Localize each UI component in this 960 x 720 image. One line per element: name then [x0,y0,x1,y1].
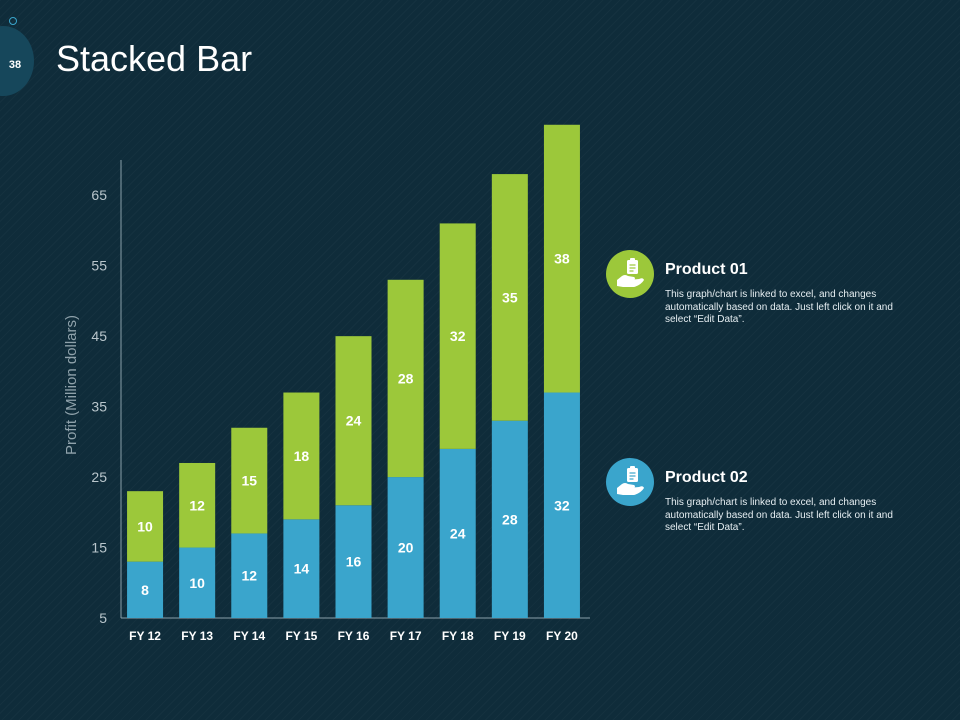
bar-segment [231,427,268,534]
bar-segment [127,491,164,562]
data-label: 18 [294,448,310,464]
bar-segment [335,336,372,506]
bar-segment [387,477,424,618]
data-label: 28 [502,511,518,527]
data-label: 14 [294,561,310,577]
bar-segment [387,279,424,478]
hand-holding-clipboard-icon [606,250,654,298]
y-tick-label: 35 [91,399,107,415]
decorative-ring-icon [9,17,17,25]
data-label: 10 [137,518,153,534]
legend-title: Product 01 [665,261,748,278]
data-label: 24 [450,525,466,541]
data-label: 10 [189,575,205,591]
bar-segment [439,223,476,449]
data-label: 32 [450,328,466,344]
bar-segment [179,547,216,618]
bar-segment [179,462,216,548]
data-label: 28 [398,370,414,386]
x-tick-label: FY 19 [494,629,526,643]
data-label: 15 [241,473,257,489]
x-tick-label: FY 20 [546,629,578,643]
y-tick-label: 15 [91,540,107,556]
y-tick-label: 65 [91,187,107,203]
y-tick-label: 45 [91,328,107,344]
bar-segment [491,420,528,618]
data-label: 38 [554,251,570,267]
hand-holding-clipboard-icon [606,458,654,506]
y-axis-label: Profit (Million dollars) [63,315,80,455]
bar-segment [439,448,476,618]
bar-segment [231,533,268,618]
data-label: 8 [141,582,149,598]
data-label: 35 [502,289,518,305]
data-label: 12 [241,568,257,584]
x-tick-label: FY 15 [285,629,317,643]
x-tick-label: FY 17 [390,629,422,643]
data-label: 24 [346,413,362,429]
legend-description: This graph/chart is linked to excel, and… [665,497,893,533]
data-label: 12 [189,497,205,513]
bar-segment [283,519,320,618]
bar-segment [283,392,320,520]
data-label: 32 [554,497,570,513]
page-title: Stacked Bar [56,38,253,79]
page-number: 38 [8,59,22,71]
bar-segment [335,505,372,618]
x-tick-label: FY 13 [181,629,213,643]
x-tick-label: FY 14 [233,629,265,643]
y-tick-label: 5 [99,610,107,626]
y-tick-label: 55 [91,258,107,274]
bar-segment [543,392,580,618]
legend-title: Product 02 [665,469,748,486]
x-tick-label: FY 16 [338,629,370,643]
x-tick-label: FY 18 [442,629,474,643]
legend-description: This graph/chart is linked to excel, and… [665,289,893,325]
bar-segment [127,561,164,618]
bar-segment [543,124,580,393]
bar-segment [491,174,528,421]
data-label: 16 [346,554,362,570]
y-tick-label: 25 [91,469,107,485]
data-label: 20 [398,540,414,556]
x-tick-label: FY 12 [129,629,161,643]
